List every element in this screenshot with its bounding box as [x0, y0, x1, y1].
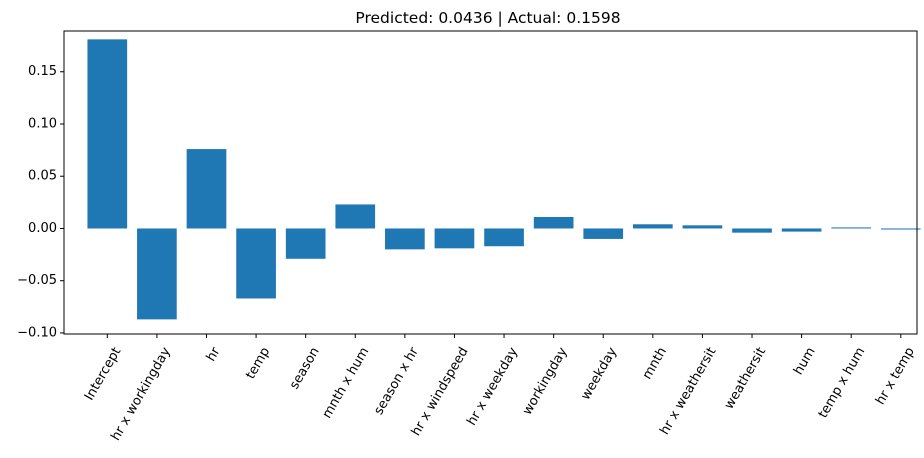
bar-0 [87, 39, 128, 229]
x-tick-label-13: weathersit [722, 345, 769, 412]
y-axis: −0.10 −0.05 0.00 0.05 0.10 0.15 [17, 64, 64, 340]
x-tick-label-10: weekday [578, 345, 620, 403]
x-tick-label-6: season x hr [371, 344, 422, 417]
bar-1 [137, 228, 177, 320]
x-tick-label-0: Intercept [82, 345, 124, 403]
bar-12 [682, 225, 723, 229]
bar-5 [335, 204, 376, 229]
y-tick-label-5: 0.15 [28, 64, 57, 79]
x-tick-label-2: hr [204, 344, 224, 364]
x-tick-label-15: temp x hum [816, 345, 869, 421]
bar-15 [831, 227, 872, 229]
bar-10 [583, 228, 624, 239]
y-tick-label-1: −0.05 [17, 273, 57, 288]
x-tick-label-8: hr x weekday [464, 345, 521, 429]
axes-frame [63, 30, 918, 335]
y-tick-label-0: −0.10 [17, 325, 57, 340]
x-tick-label-9: workingday [520, 345, 571, 418]
x-tick-label-5: mnth x hum [320, 345, 373, 421]
bars-group [87, 39, 921, 320]
bar-14 [781, 228, 822, 232]
bar-6 [385, 228, 425, 250]
x-tick-label-3: temp [243, 345, 273, 382]
bar-13 [732, 228, 772, 233]
x-tick-label-14: hum [791, 345, 819, 378]
x-tick-label-11: mnth [640, 345, 670, 382]
y-tick-label-4: 0.10 [28, 116, 57, 131]
chart-title: Predicted: 0.0436 | Actual: 0.1598 [355, 9, 620, 27]
bar-8 [484, 228, 524, 247]
bar-7 [434, 228, 475, 249]
bar-16 [880, 228, 921, 230]
x-tick-label-7: hr x windspeed [409, 345, 472, 439]
bar-4 [285, 228, 326, 259]
x-tick-label-12: hr x weathersit [657, 345, 719, 438]
x-tick-label-16: hr x temp [873, 345, 918, 408]
bar-9 [533, 216, 574, 229]
bar-11 [632, 224, 673, 229]
bar-3 [236, 228, 276, 299]
y-tick-label-2: 0.00 [28, 221, 57, 236]
x-tick-label-4: season [287, 345, 323, 392]
y-tick-label-3: 0.05 [28, 169, 57, 184]
bar-2 [186, 149, 227, 229]
